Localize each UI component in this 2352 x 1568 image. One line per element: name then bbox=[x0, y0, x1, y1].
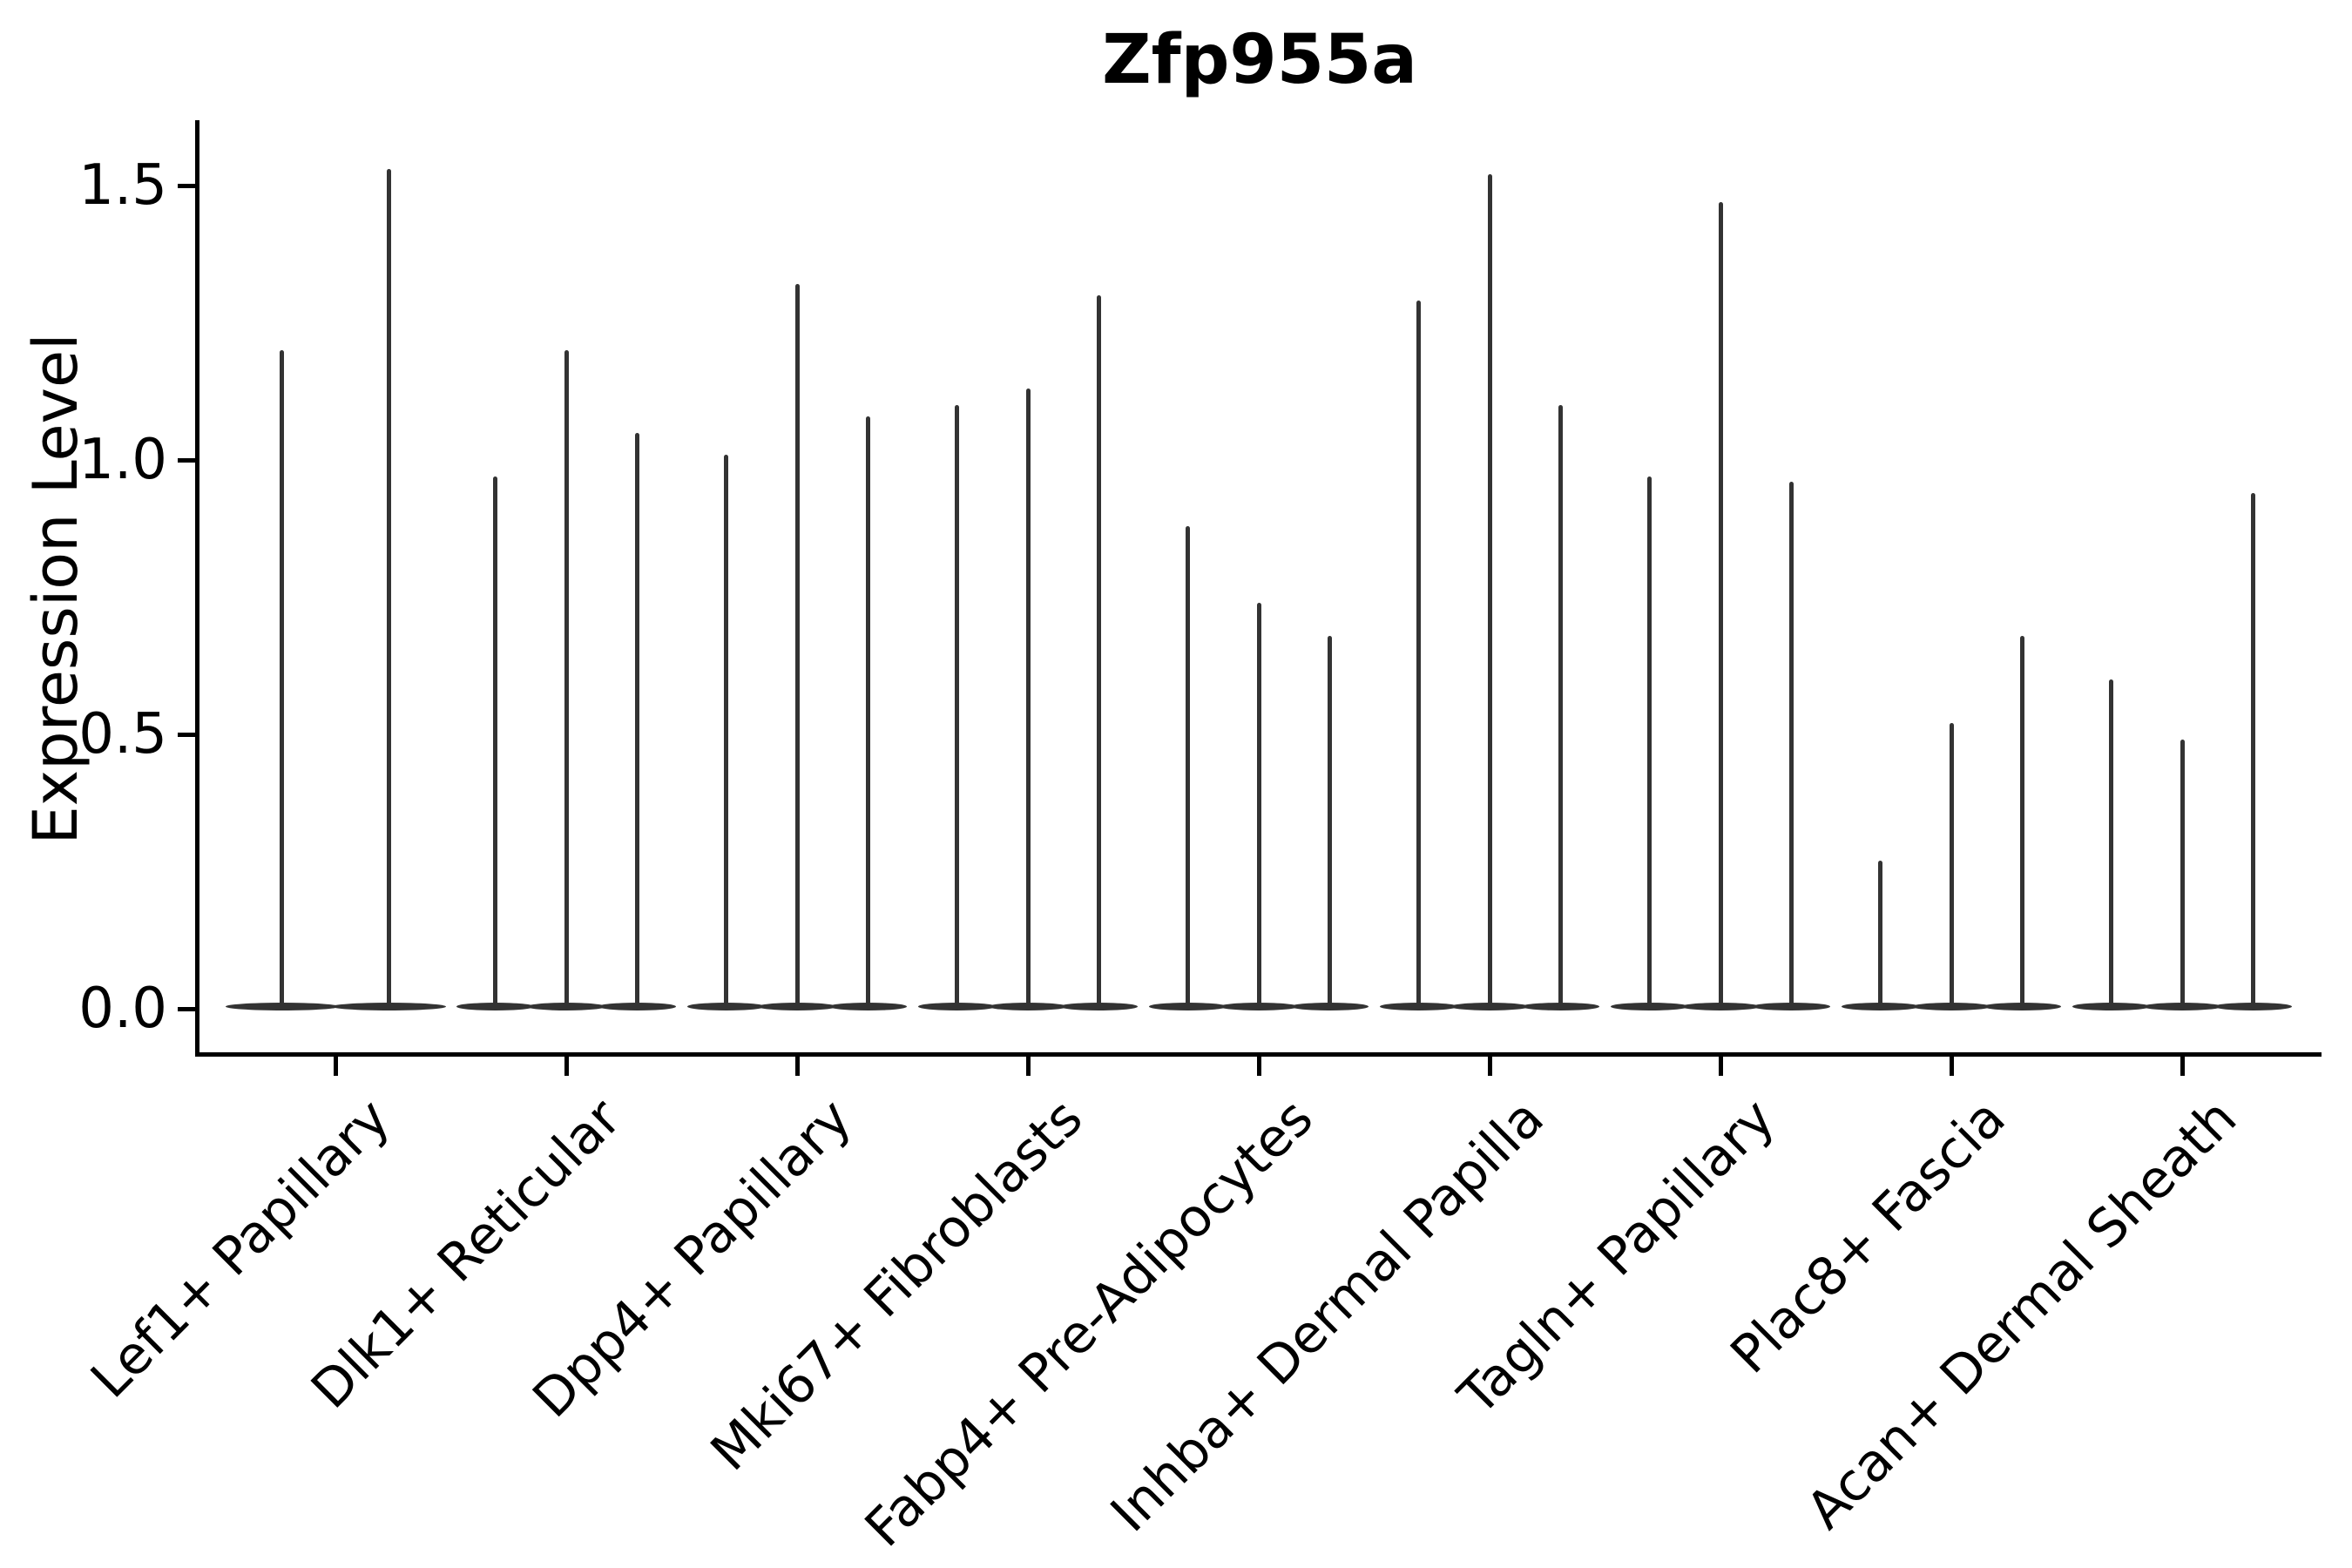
violin-spike bbox=[1718, 201, 1723, 1009]
y-axis-label: Expression Level bbox=[20, 333, 91, 845]
y-tick-mark bbox=[178, 183, 195, 188]
violin-spike bbox=[954, 405, 959, 1009]
x-tick-mark bbox=[2180, 1057, 2185, 1076]
violin-spike bbox=[1646, 476, 1652, 1009]
violin-spike bbox=[280, 350, 285, 1009]
x-tick-mark bbox=[1718, 1057, 1723, 1076]
violin-spike bbox=[635, 432, 640, 1009]
x-tick-mark bbox=[1949, 1057, 1954, 1076]
y-tick-mark bbox=[178, 1006, 195, 1011]
y-tick-label: 1.0 bbox=[78, 428, 167, 492]
chart-title: Zfp955a bbox=[1102, 21, 1417, 99]
violin-spike bbox=[2251, 492, 2256, 1009]
y-tick-label: 1.5 bbox=[78, 153, 167, 218]
violin-spike bbox=[1416, 301, 1421, 1009]
x-tick-mark bbox=[1025, 1057, 1031, 1076]
x-tick-mark bbox=[564, 1057, 569, 1076]
violin-spike bbox=[2020, 635, 2025, 1009]
x-axis-line bbox=[195, 1052, 2322, 1057]
y-tick-label: 0.0 bbox=[78, 977, 167, 1041]
violin-spike bbox=[1025, 389, 1031, 1009]
violin-spike bbox=[1877, 860, 1882, 1009]
y-tick-mark bbox=[178, 457, 195, 463]
x-tick-label: Inhba+ Dermal Papilla bbox=[1099, 1087, 1556, 1544]
violin-spike bbox=[2180, 740, 2185, 1009]
x-tick-mark bbox=[1256, 1057, 1261, 1076]
y-axis-line bbox=[195, 120, 199, 1057]
violin-spike bbox=[1558, 405, 1564, 1009]
violin-spike bbox=[1328, 635, 1333, 1009]
violin-spike bbox=[2108, 679, 2113, 1009]
violin-spike bbox=[1097, 295, 1102, 1009]
violin-spike bbox=[866, 416, 871, 1009]
x-tick-mark bbox=[333, 1057, 338, 1076]
violin-spike bbox=[794, 284, 800, 1009]
x-tick-label: Fabp4+ Pre-Adipocytes bbox=[854, 1087, 1325, 1559]
violin-spike bbox=[386, 169, 391, 1009]
violin-spike bbox=[1949, 723, 1954, 1009]
violin-spike bbox=[492, 476, 497, 1009]
violin-spike bbox=[723, 454, 728, 1009]
violin-spike bbox=[1185, 525, 1190, 1009]
violin-spike bbox=[1789, 482, 1794, 1009]
x-tick-label: Acan+ Dermal Sheath bbox=[1794, 1087, 2248, 1542]
y-tick-label: 0.5 bbox=[78, 702, 167, 767]
violin-spike bbox=[1487, 174, 1492, 1009]
x-tick-mark bbox=[794, 1057, 800, 1076]
y-tick-mark bbox=[178, 732, 195, 737]
violin-spike bbox=[1256, 602, 1261, 1009]
x-tick-mark bbox=[1487, 1057, 1492, 1076]
violin-spike bbox=[564, 350, 569, 1009]
